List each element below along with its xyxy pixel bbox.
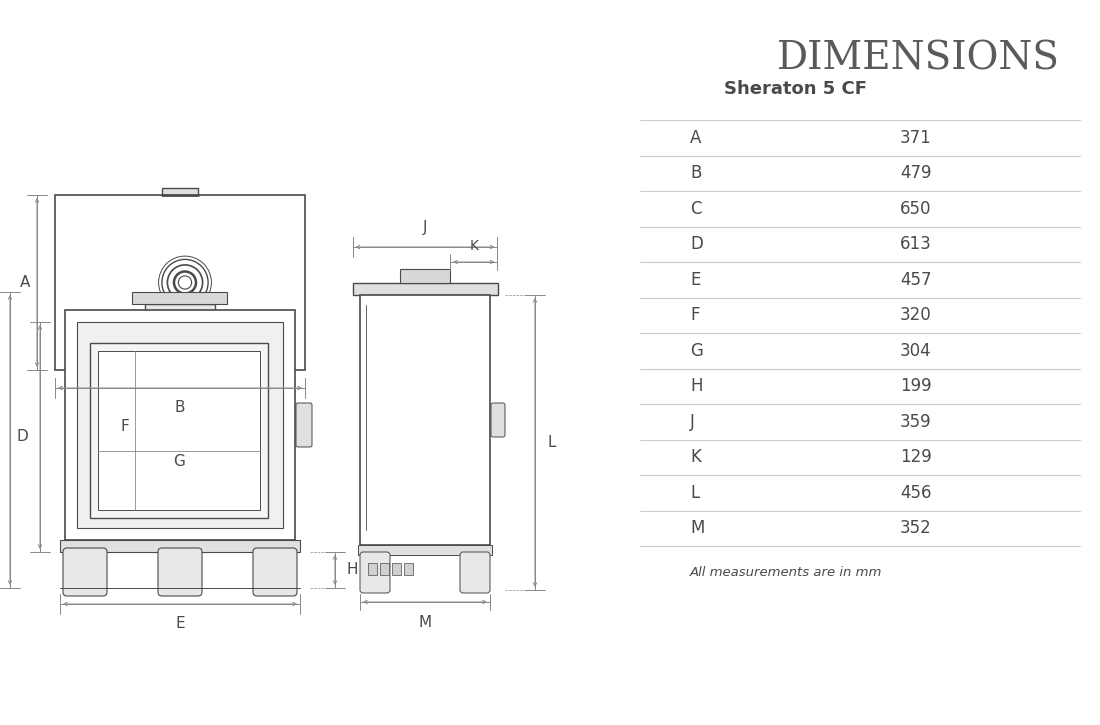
Text: A: A [20,275,30,290]
Text: 479: 479 [900,165,932,183]
Text: 650: 650 [900,200,932,218]
Text: 613: 613 [900,236,932,254]
Text: 352: 352 [900,520,932,537]
Text: Sheraton 5 CF: Sheraton 5 CF [724,80,867,98]
Bar [392,563,402,575]
Bar [162,188,198,195]
Bar [98,351,260,510]
Bar [360,295,490,545]
Text: A: A [690,129,702,147]
Text: 457: 457 [900,271,932,289]
Text: C: C [690,200,702,218]
Bar [400,269,450,283]
Text: M: M [418,615,431,630]
Text: B: B [175,400,185,415]
FancyBboxPatch shape [253,548,297,596]
Text: D: D [690,236,703,254]
Text: M: M [690,520,704,537]
Text: 199: 199 [900,378,932,395]
Text: H: H [690,378,703,395]
Text: D: D [16,429,28,444]
Bar [145,304,214,322]
FancyBboxPatch shape [63,548,107,596]
FancyBboxPatch shape [158,548,202,596]
Text: All measurements are in mm: All measurements are in mm [690,566,882,579]
Text: J: J [690,413,695,431]
FancyBboxPatch shape [360,552,390,593]
Text: G: G [690,342,703,360]
Bar [132,292,228,304]
Text: 304: 304 [900,342,932,360]
FancyBboxPatch shape [296,403,312,447]
Bar [65,310,295,540]
Text: B: B [690,165,702,183]
Text: E: E [175,616,185,631]
Bar [60,540,300,552]
Text: H: H [346,563,359,578]
Text: E: E [690,271,701,289]
Bar [77,322,283,528]
Text: L: L [547,435,556,450]
Text: 359: 359 [900,413,932,431]
Bar [55,195,305,370]
Bar [404,563,412,575]
Bar [90,343,268,518]
FancyBboxPatch shape [491,403,505,437]
Text: G: G [173,455,185,470]
Bar [368,563,377,575]
Bar [352,283,497,295]
Bar [358,545,492,555]
Bar [379,563,389,575]
Text: F: F [120,420,129,434]
Text: DIMENSIONS: DIMENSIONS [777,40,1060,77]
Text: L: L [690,484,700,502]
Text: 320: 320 [900,307,932,325]
Text: 129: 129 [900,449,932,466]
Text: 371: 371 [900,129,932,147]
Text: J: J [422,220,427,235]
Text: F: F [690,307,700,325]
Text: K: K [690,449,701,466]
FancyBboxPatch shape [460,552,490,593]
Text: K: K [470,239,478,253]
Text: 456: 456 [900,484,932,502]
